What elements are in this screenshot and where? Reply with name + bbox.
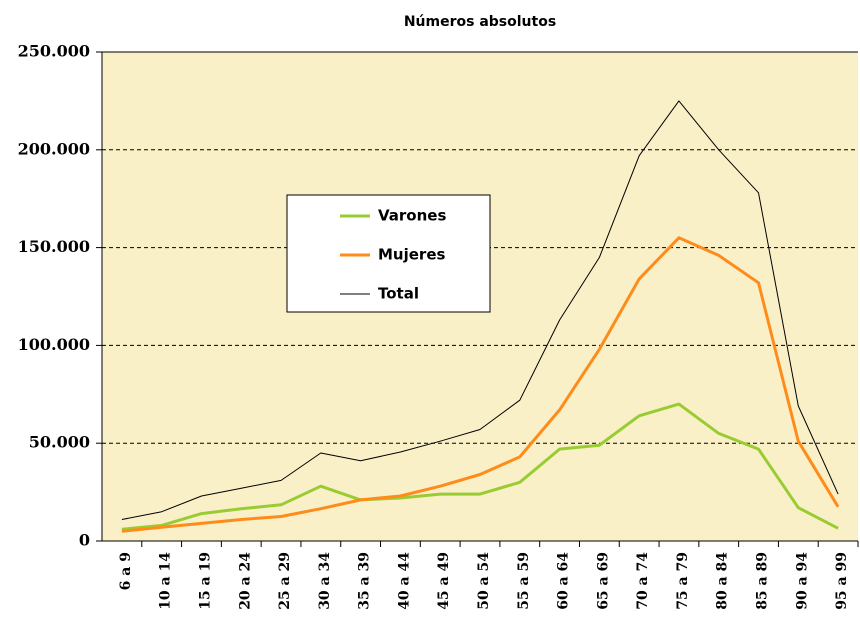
x-tick-label: 60 a 64 — [556, 552, 572, 610]
x-tick-label: 65 a 69 — [595, 552, 611, 610]
y-tick-label: 50.000 — [29, 433, 90, 452]
x-tick-label: 75 a 79 — [675, 552, 691, 610]
series-line — [121, 100, 839, 520]
y-tick-label: 150.000 — [18, 237, 90, 256]
chart-title: Números absolutos — [404, 14, 556, 30]
x-tick-label: 25 a 29 — [277, 552, 293, 610]
x-tick-label: 35 a 39 — [357, 552, 373, 610]
y-tick-label: 200.000 — [18, 139, 90, 158]
x-tick-label: 50 a 54 — [476, 552, 492, 610]
x-tick-label: 10 a 14 — [158, 552, 174, 610]
x-tick-label: 55 a 59 — [516, 552, 532, 610]
x-tick-label: 85 a 89 — [755, 552, 771, 610]
legend-label: Varones — [378, 207, 446, 225]
x-tick-label: 45 a 49 — [436, 552, 452, 610]
legend-label: Mujeres — [378, 246, 445, 264]
x-tick-label: 40 a 44 — [396, 552, 412, 610]
series-line — [121, 402, 839, 531]
y-tick-label: 0 — [79, 531, 90, 550]
y-tick-label: 250.000 — [18, 42, 90, 61]
x-tick-label: 15 a 19 — [197, 552, 213, 610]
x-tick-label: 80 a 84 — [715, 552, 731, 610]
legend-label: Total — [378, 285, 419, 303]
x-tick-label: 6 a 9 — [118, 552, 134, 590]
x-tick-label: 95 a 99 — [834, 552, 850, 610]
x-tick-label: 70 a 74 — [635, 552, 651, 610]
x-tick-label: 30 a 34 — [317, 552, 333, 610]
series-line — [121, 236, 840, 533]
y-tick-label: 100.000 — [18, 335, 90, 354]
x-tick-label: 20 a 24 — [237, 552, 253, 610]
legend-box — [286, 194, 491, 313]
x-tick-label: 90 a 94 — [794, 552, 810, 610]
